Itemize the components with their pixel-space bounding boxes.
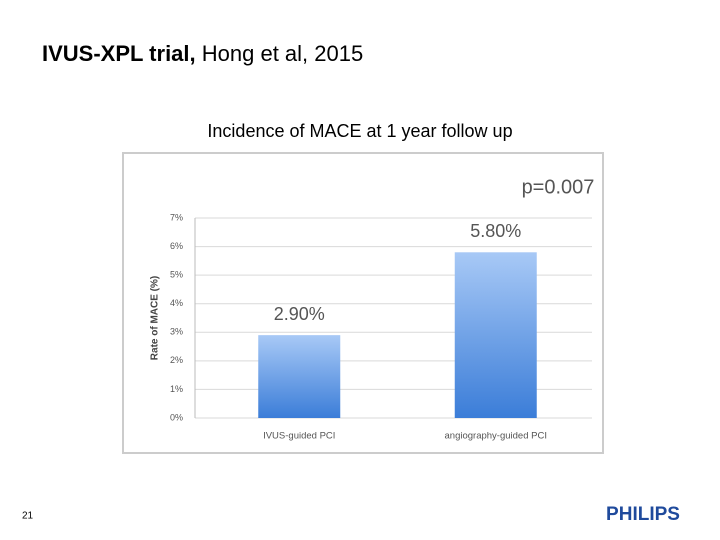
logo: PHILIPS: [606, 504, 680, 525]
y-axis-label: Rate of MACE (%): [150, 276, 161, 360]
page-number: 21: [22, 511, 34, 522]
y-tick-label: 2%: [170, 355, 183, 365]
y-tick-label: 5%: [170, 270, 183, 280]
y-tick-label: 6%: [170, 241, 183, 251]
y-tick-label: 1%: [170, 384, 183, 394]
title-bold: IVUS-XPL trial,: [42, 41, 196, 66]
p-value: p=0.007: [522, 176, 595, 198]
x-tick-label: IVUS-guided PCI: [263, 431, 335, 442]
y-tick-label: 7%: [170, 212, 183, 222]
y-tick-label: 0%: [170, 412, 183, 422]
y-tick-label: 3%: [170, 327, 183, 337]
bar: [258, 335, 341, 418]
value-label: 2.90%: [274, 304, 325, 324]
title-rest: Hong et al, 2015: [202, 41, 363, 66]
slide-title: IVUS-XPL trial, Hong et al, 2015: [42, 41, 363, 66]
value-label: 5.80%: [470, 221, 521, 241]
chart-title: Incidence of MACE at 1 year follow up: [207, 121, 512, 141]
y-tick-label: 4%: [170, 298, 183, 308]
x-tick-label: angiography-guided PCI: [445, 431, 547, 442]
bar: [454, 252, 537, 418]
